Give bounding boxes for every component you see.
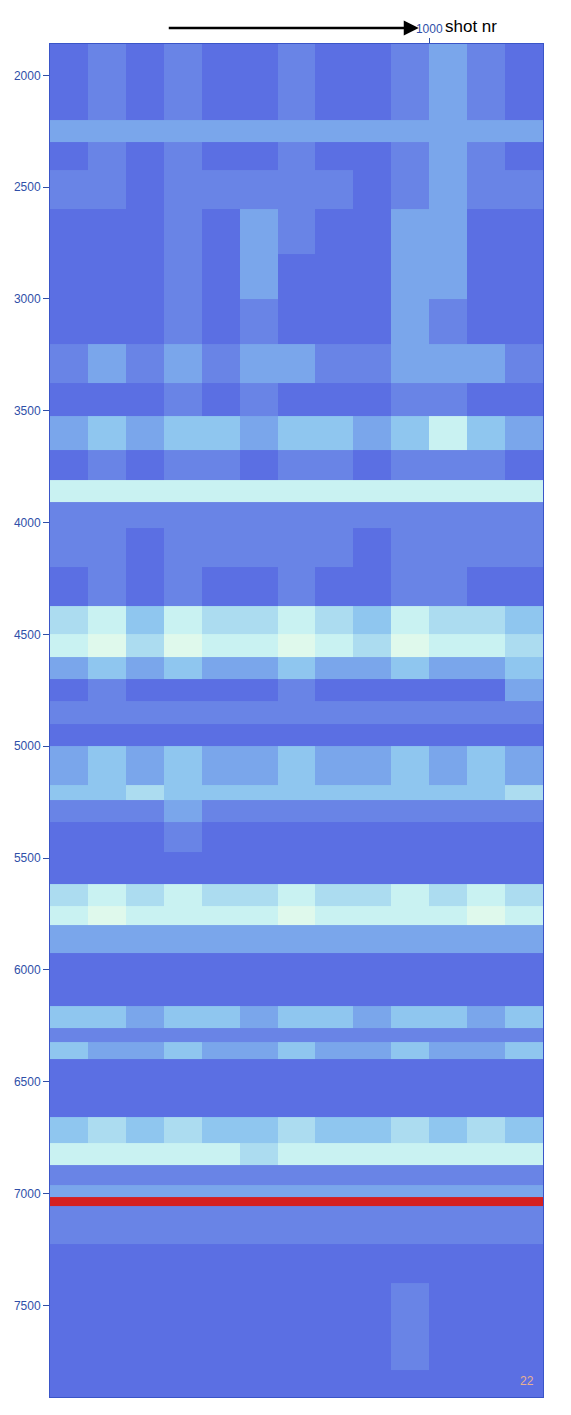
- svg-text:4000: 4000: [14, 516, 41, 530]
- svg-text:shot nr: shot nr: [445, 17, 497, 36]
- svg-text:5500: 5500: [14, 851, 41, 865]
- svg-text:2500: 2500: [14, 180, 41, 194]
- svg-text:6000: 6000: [14, 963, 41, 977]
- svg-text:3500: 3500: [14, 404, 41, 418]
- svg-text:7000: 7000: [14, 1187, 41, 1201]
- svg-text:3000: 3000: [14, 292, 41, 306]
- svg-text:2000: 2000: [14, 69, 41, 83]
- svg-text:4500: 4500: [14, 628, 41, 642]
- svg-text:6500: 6500: [14, 1075, 41, 1089]
- svg-text:7500: 7500: [14, 1299, 41, 1313]
- svg-text:22: 22: [520, 1374, 534, 1388]
- svg-text:5000: 5000: [14, 739, 41, 753]
- svg-text:1000: 1000: [416, 22, 443, 36]
